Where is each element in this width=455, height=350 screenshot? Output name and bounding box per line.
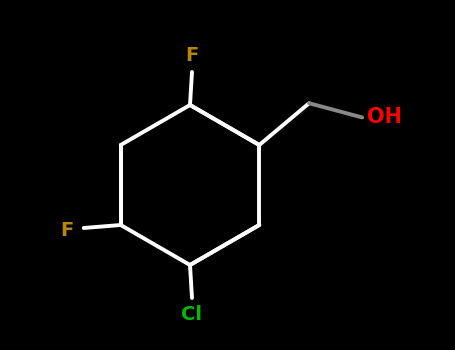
Text: OH: OH	[367, 107, 402, 127]
Text: Cl: Cl	[182, 305, 202, 324]
Text: F: F	[185, 46, 199, 65]
Text: F: F	[61, 220, 74, 239]
